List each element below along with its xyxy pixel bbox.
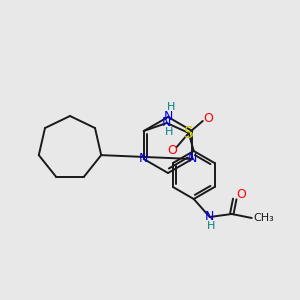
Text: S: S xyxy=(184,125,194,140)
Text: H: H xyxy=(167,102,175,112)
Text: CH₃: CH₃ xyxy=(254,213,274,223)
Text: N: N xyxy=(139,152,148,166)
Text: H: H xyxy=(165,127,173,137)
Text: N: N xyxy=(205,211,214,224)
Text: N: N xyxy=(163,110,173,124)
Text: O: O xyxy=(236,188,246,202)
Text: H: H xyxy=(207,221,215,231)
Text: O: O xyxy=(167,143,177,157)
Text: O: O xyxy=(203,112,213,124)
Text: N: N xyxy=(162,116,171,130)
Text: N: N xyxy=(188,152,197,166)
